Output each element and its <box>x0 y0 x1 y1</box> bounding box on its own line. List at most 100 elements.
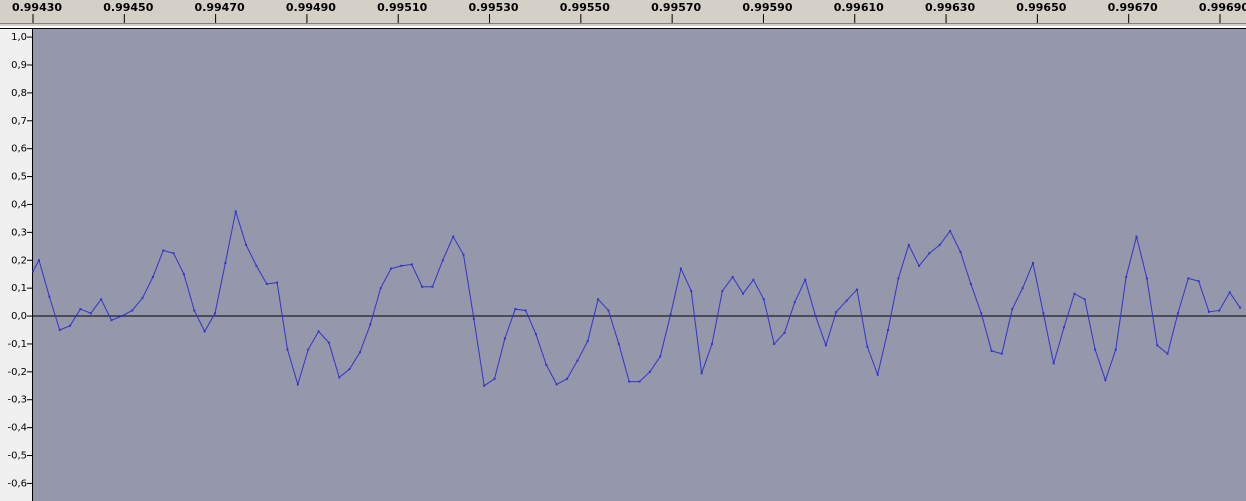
sample-dot <box>835 310 838 313</box>
sample-dot <box>783 331 786 334</box>
sample-dot <box>1063 326 1066 329</box>
y-tick-label: 0,6 <box>11 144 27 155</box>
sample-dot <box>203 330 206 333</box>
sample-dot <box>700 372 703 375</box>
sample-dot <box>607 309 610 312</box>
plot-area[interactable] <box>33 29 1246 501</box>
sample-dot <box>327 341 330 344</box>
sample-dot <box>1197 280 1200 283</box>
x-tick-label: 0.99510 <box>377 1 427 14</box>
sample-dot <box>555 383 558 386</box>
x-tick-label: 0.99530 <box>468 1 518 14</box>
x-tick-label: 0.99630 <box>925 1 975 14</box>
sample-dot <box>597 298 600 301</box>
sample-dot <box>172 252 175 255</box>
sample-dot <box>141 296 144 299</box>
waveform-line <box>32 211 1241 387</box>
sample-dot <box>493 377 496 380</box>
sample-dot <box>1011 308 1014 311</box>
y-tick-label: -0,2 <box>7 367 27 378</box>
sample-dot <box>390 267 393 270</box>
sample-dot <box>1135 235 1138 238</box>
sample-dot <box>131 309 134 312</box>
x-tick-label: 0.99490 <box>286 1 336 14</box>
y-tick-label: -0,4 <box>7 423 27 434</box>
sample-dot <box>48 295 51 298</box>
sample-dot <box>690 289 693 292</box>
sample-dot <box>286 348 289 351</box>
y-tick-label: 0,4 <box>11 199 27 210</box>
sample-dot <box>58 328 61 331</box>
sample-dot <box>762 298 765 301</box>
sample-dot <box>503 337 506 340</box>
sample-dot <box>89 312 92 315</box>
sample-dot <box>151 275 154 278</box>
sample-dot <box>1021 287 1024 290</box>
sample-dot <box>32 270 34 273</box>
sample-dot <box>338 376 341 379</box>
sample-dot <box>296 383 299 386</box>
sample-dot <box>1228 291 1231 294</box>
x-tick-label: 0.99610 <box>834 1 884 14</box>
y-tick-label: 0,8 <box>11 88 27 99</box>
sample-dot <box>659 355 662 358</box>
sample-dot <box>918 264 921 267</box>
sample-dot <box>1073 292 1076 295</box>
sample-dot <box>441 259 444 262</box>
x-tick-label: 0.99550 <box>560 1 610 14</box>
vertical-ruler[interactable] <box>0 29 32 501</box>
sample-dot <box>1166 352 1169 355</box>
x-tick-label: 0.99430 <box>12 1 62 14</box>
sample-dot <box>276 281 279 284</box>
sample-dot <box>907 243 910 246</box>
y-tick-label: -0,3 <box>7 395 27 406</box>
sample-dot <box>348 368 351 371</box>
sample-dot <box>1052 362 1055 365</box>
sample-dot <box>400 264 403 267</box>
sample-dot <box>1000 352 1003 355</box>
x-tick-label: 0.99590 <box>742 1 792 14</box>
sample-dot <box>307 348 310 351</box>
sample-dot <box>1187 277 1190 280</box>
x-tick-label: 0.99670 <box>1108 1 1158 14</box>
sample-dot <box>410 263 413 266</box>
sample-dot <box>742 292 745 295</box>
sample-dot <box>421 285 424 288</box>
sample-dot <box>1239 306 1242 309</box>
sample-dot <box>617 342 620 345</box>
sample-dot <box>462 253 465 256</box>
sample-dot <box>814 315 817 318</box>
sample-dot <box>472 317 475 320</box>
time-ruler[interactable] <box>0 0 1246 24</box>
sample-dot <box>586 340 589 343</box>
sample-dot <box>855 288 858 291</box>
y-tick-label: 0,9 <box>11 60 27 71</box>
sample-dot <box>928 252 931 255</box>
sample-dot <box>369 323 372 326</box>
x-tick-label: 0.99470 <box>195 1 245 14</box>
sample-dot <box>545 363 548 366</box>
sample-dot <box>120 315 123 318</box>
sample-dot <box>969 282 972 285</box>
sample-dot <box>265 282 268 285</box>
sample-dot <box>245 243 248 246</box>
y-tick-label: 1,0 <box>11 32 27 43</box>
sample-dot <box>1031 262 1034 265</box>
sample-dot <box>534 333 537 336</box>
sample-dot <box>37 259 40 262</box>
sample-dot <box>182 273 185 276</box>
y-tick-label: 0,3 <box>11 227 27 238</box>
sample-dot <box>576 359 579 362</box>
sample-dot <box>866 345 869 348</box>
y-tick-label: -0,1 <box>7 339 27 350</box>
sample-dot <box>1207 310 1210 313</box>
sample-dot <box>876 373 879 376</box>
sample-dot <box>1094 348 1097 351</box>
sample-dot <box>887 328 890 331</box>
sample-dot <box>255 264 258 267</box>
sample-dot <box>514 308 517 311</box>
y-tick-label: 0,1 <box>11 283 27 294</box>
sample-dot <box>431 285 434 288</box>
sample-dot <box>1114 348 1117 351</box>
